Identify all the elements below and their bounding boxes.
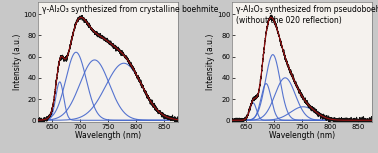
Text: γ-Al₂O₃ synthesized from pseudoboehmite
(without the 020 reflection): γ-Al₂O₃ synthesized from pseudoboehmite … (236, 5, 378, 25)
Text: γ-Al₂O₃ synthesized from crystalline boehmite: γ-Al₂O₃ synthesized from crystalline boe… (42, 5, 218, 14)
Y-axis label: Intensity (a.u.): Intensity (a.u.) (206, 34, 215, 90)
X-axis label: Wavelength (nm): Wavelength (nm) (75, 131, 141, 140)
Y-axis label: Intensity (a.u.): Intensity (a.u.) (12, 34, 22, 90)
X-axis label: Wavelength (nm): Wavelength (nm) (269, 131, 335, 140)
